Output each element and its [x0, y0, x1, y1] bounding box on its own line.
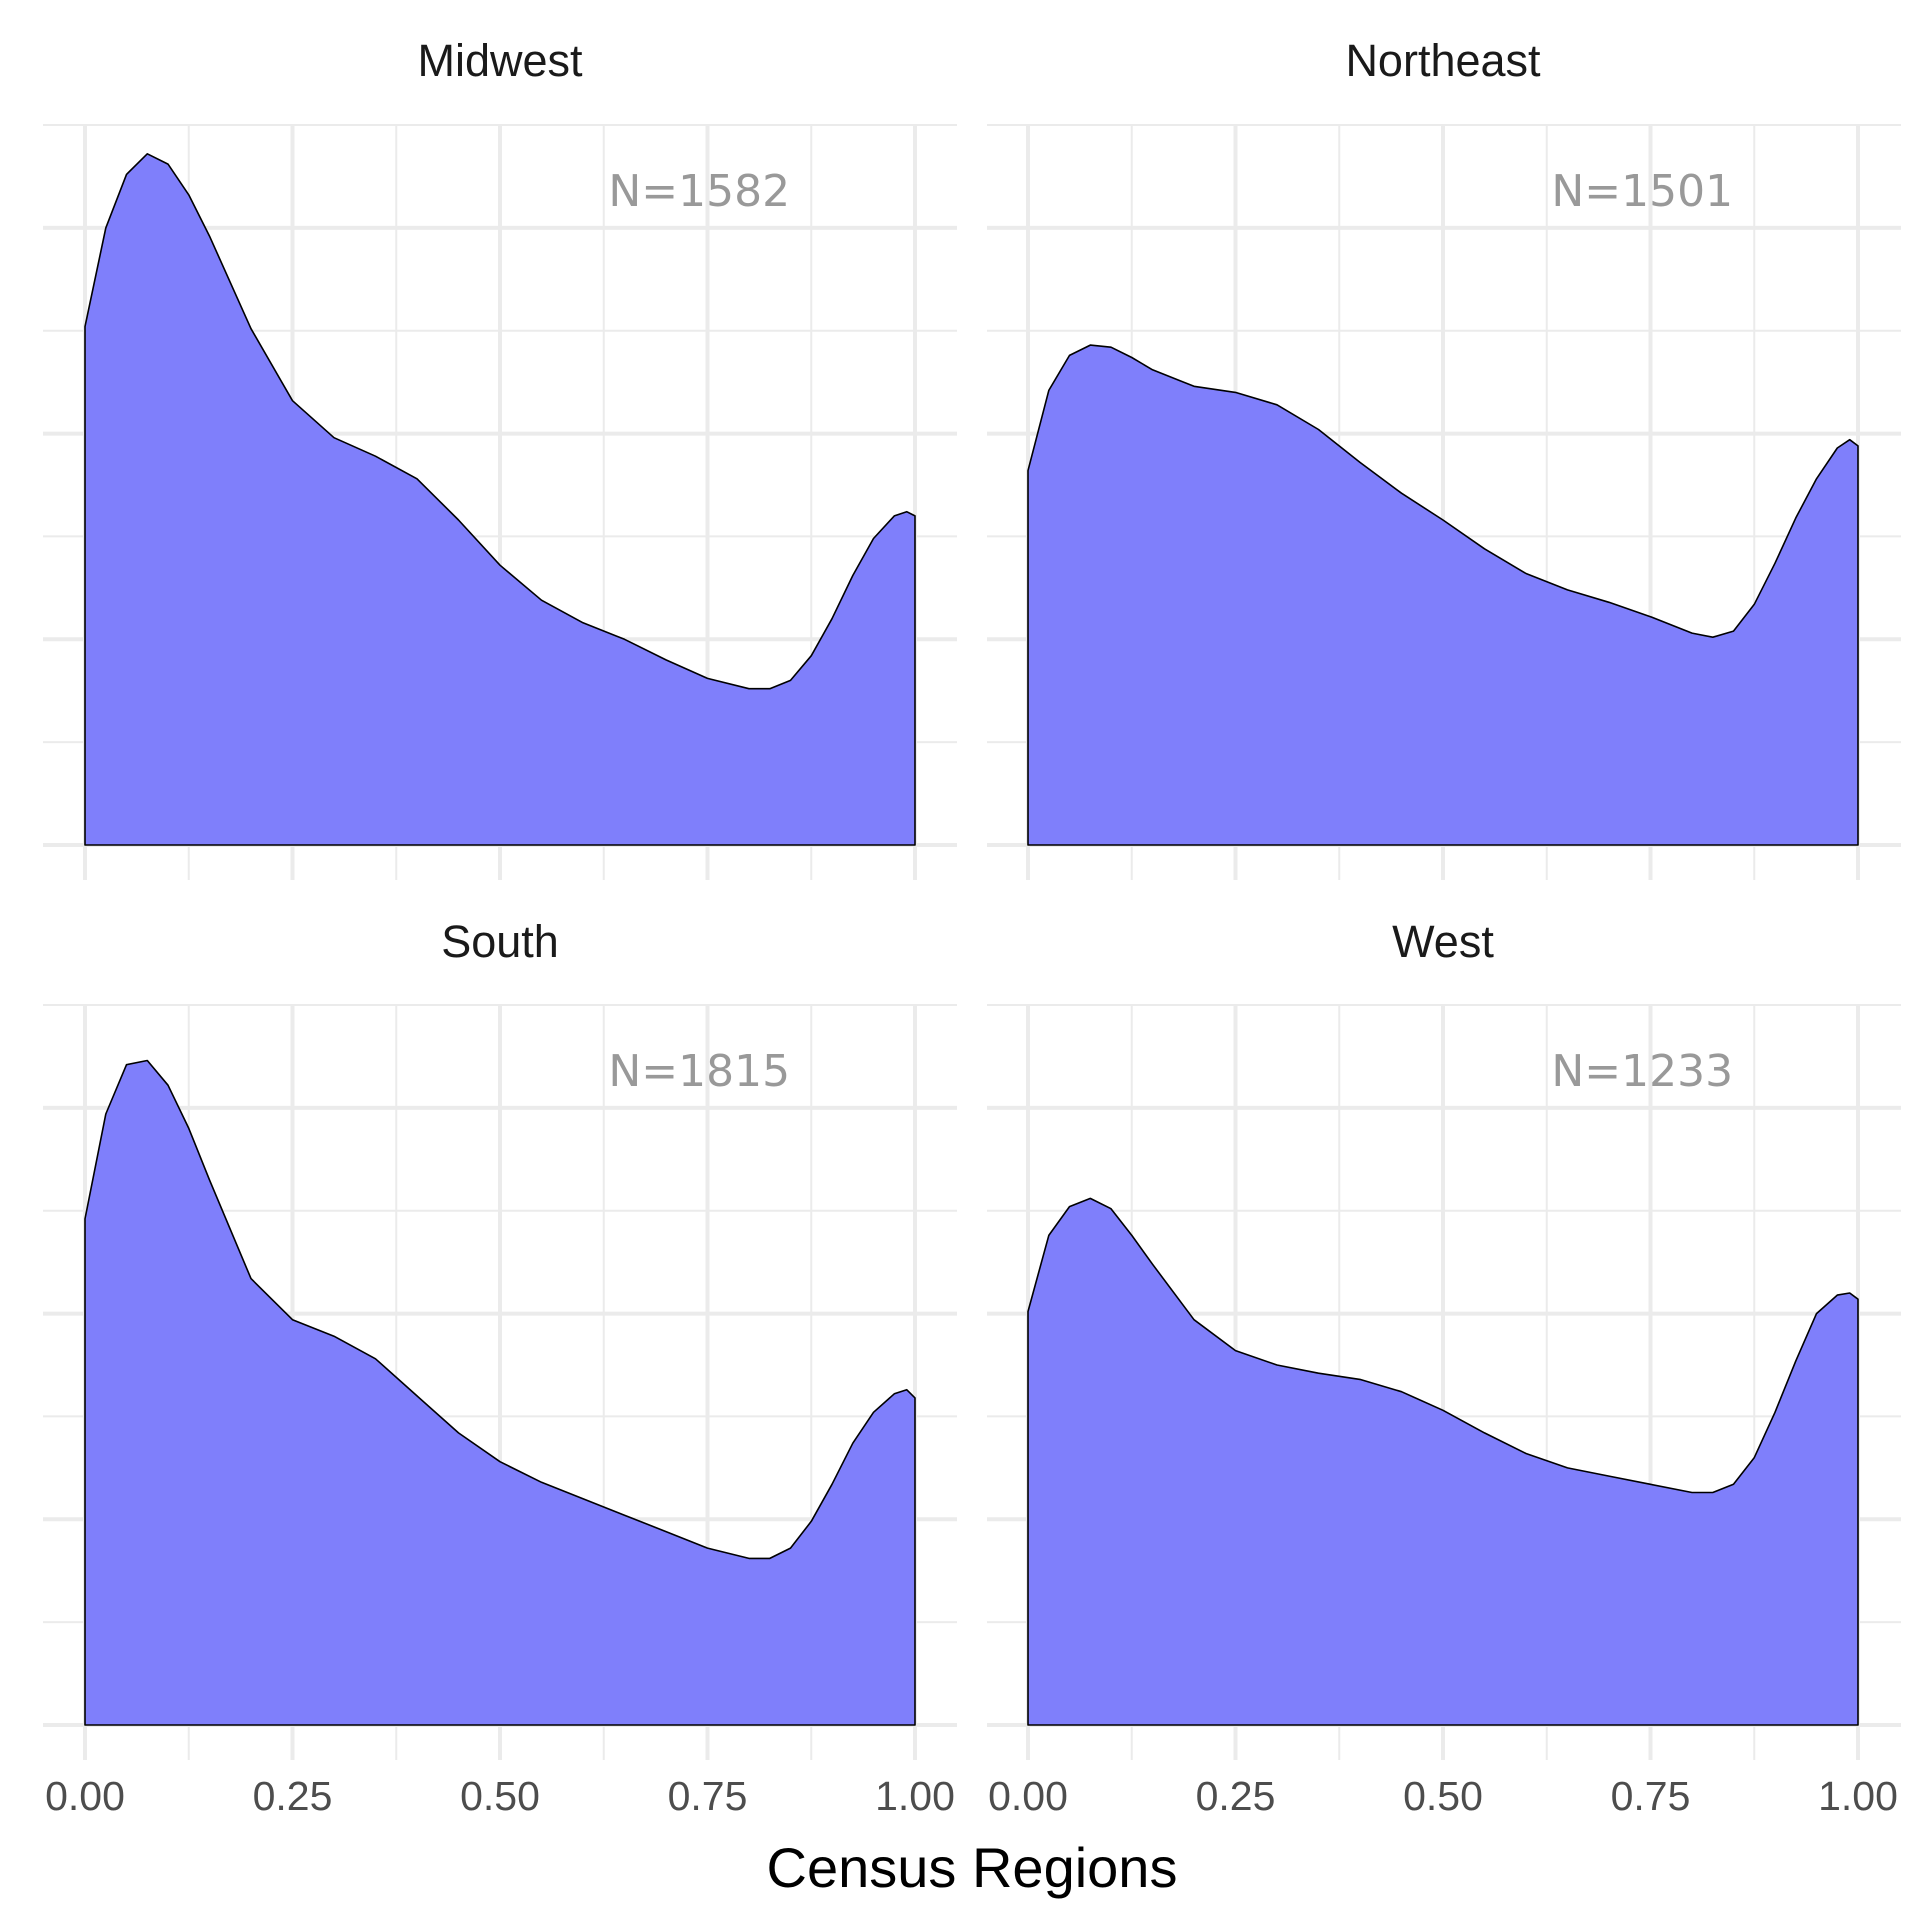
x-tick-label: 0.75 — [1611, 1773, 1691, 1819]
facet-panel-west: West N=1233 0.00 0.25 0.50 0.75 1.00 — [987, 916, 1901, 1819]
facet-title: South — [441, 916, 559, 967]
density-area-south — [84, 1059, 916, 1726]
facet-panel-northeast: Northeast N=1501 — [987, 35, 1901, 880]
x-tick-label: 0.25 — [253, 1773, 333, 1819]
density-area-midwest — [84, 153, 916, 846]
facet-panel-south: South N=1815 0.00 0.25 0.50 0.75 1.00 — [43, 916, 957, 1819]
x-tick-label: 0.75 — [668, 1773, 748, 1819]
n-annotation: N=1582 — [608, 166, 790, 217]
density-area-west — [1027, 1197, 1859, 1726]
density-area-northeast — [1027, 344, 1859, 846]
x-axis-title: Census Regions — [767, 1836, 1178, 1899]
facet-title: Midwest — [417, 35, 583, 86]
facet-panel-midwest: Midwest N=1582 — [43, 35, 957, 880]
n-annotation: N=1501 — [1551, 166, 1733, 217]
n-annotation: N=1233 — [1551, 1046, 1733, 1097]
x-tick-label: 0.00 — [988, 1773, 1068, 1819]
x-tick-label: 0.50 — [1403, 1773, 1483, 1819]
x-tick-label: 1.00 — [875, 1773, 955, 1819]
x-tick-label: 0.50 — [460, 1773, 540, 1819]
n-annotation: N=1815 — [608, 1046, 790, 1097]
x-tick-label: 0.00 — [45, 1773, 125, 1819]
x-tick-label: 1.00 — [1818, 1773, 1898, 1819]
facet-title: Northeast — [1345, 35, 1541, 86]
facet-title: West — [1392, 916, 1494, 967]
x-tick-label: 0.25 — [1196, 1773, 1276, 1819]
